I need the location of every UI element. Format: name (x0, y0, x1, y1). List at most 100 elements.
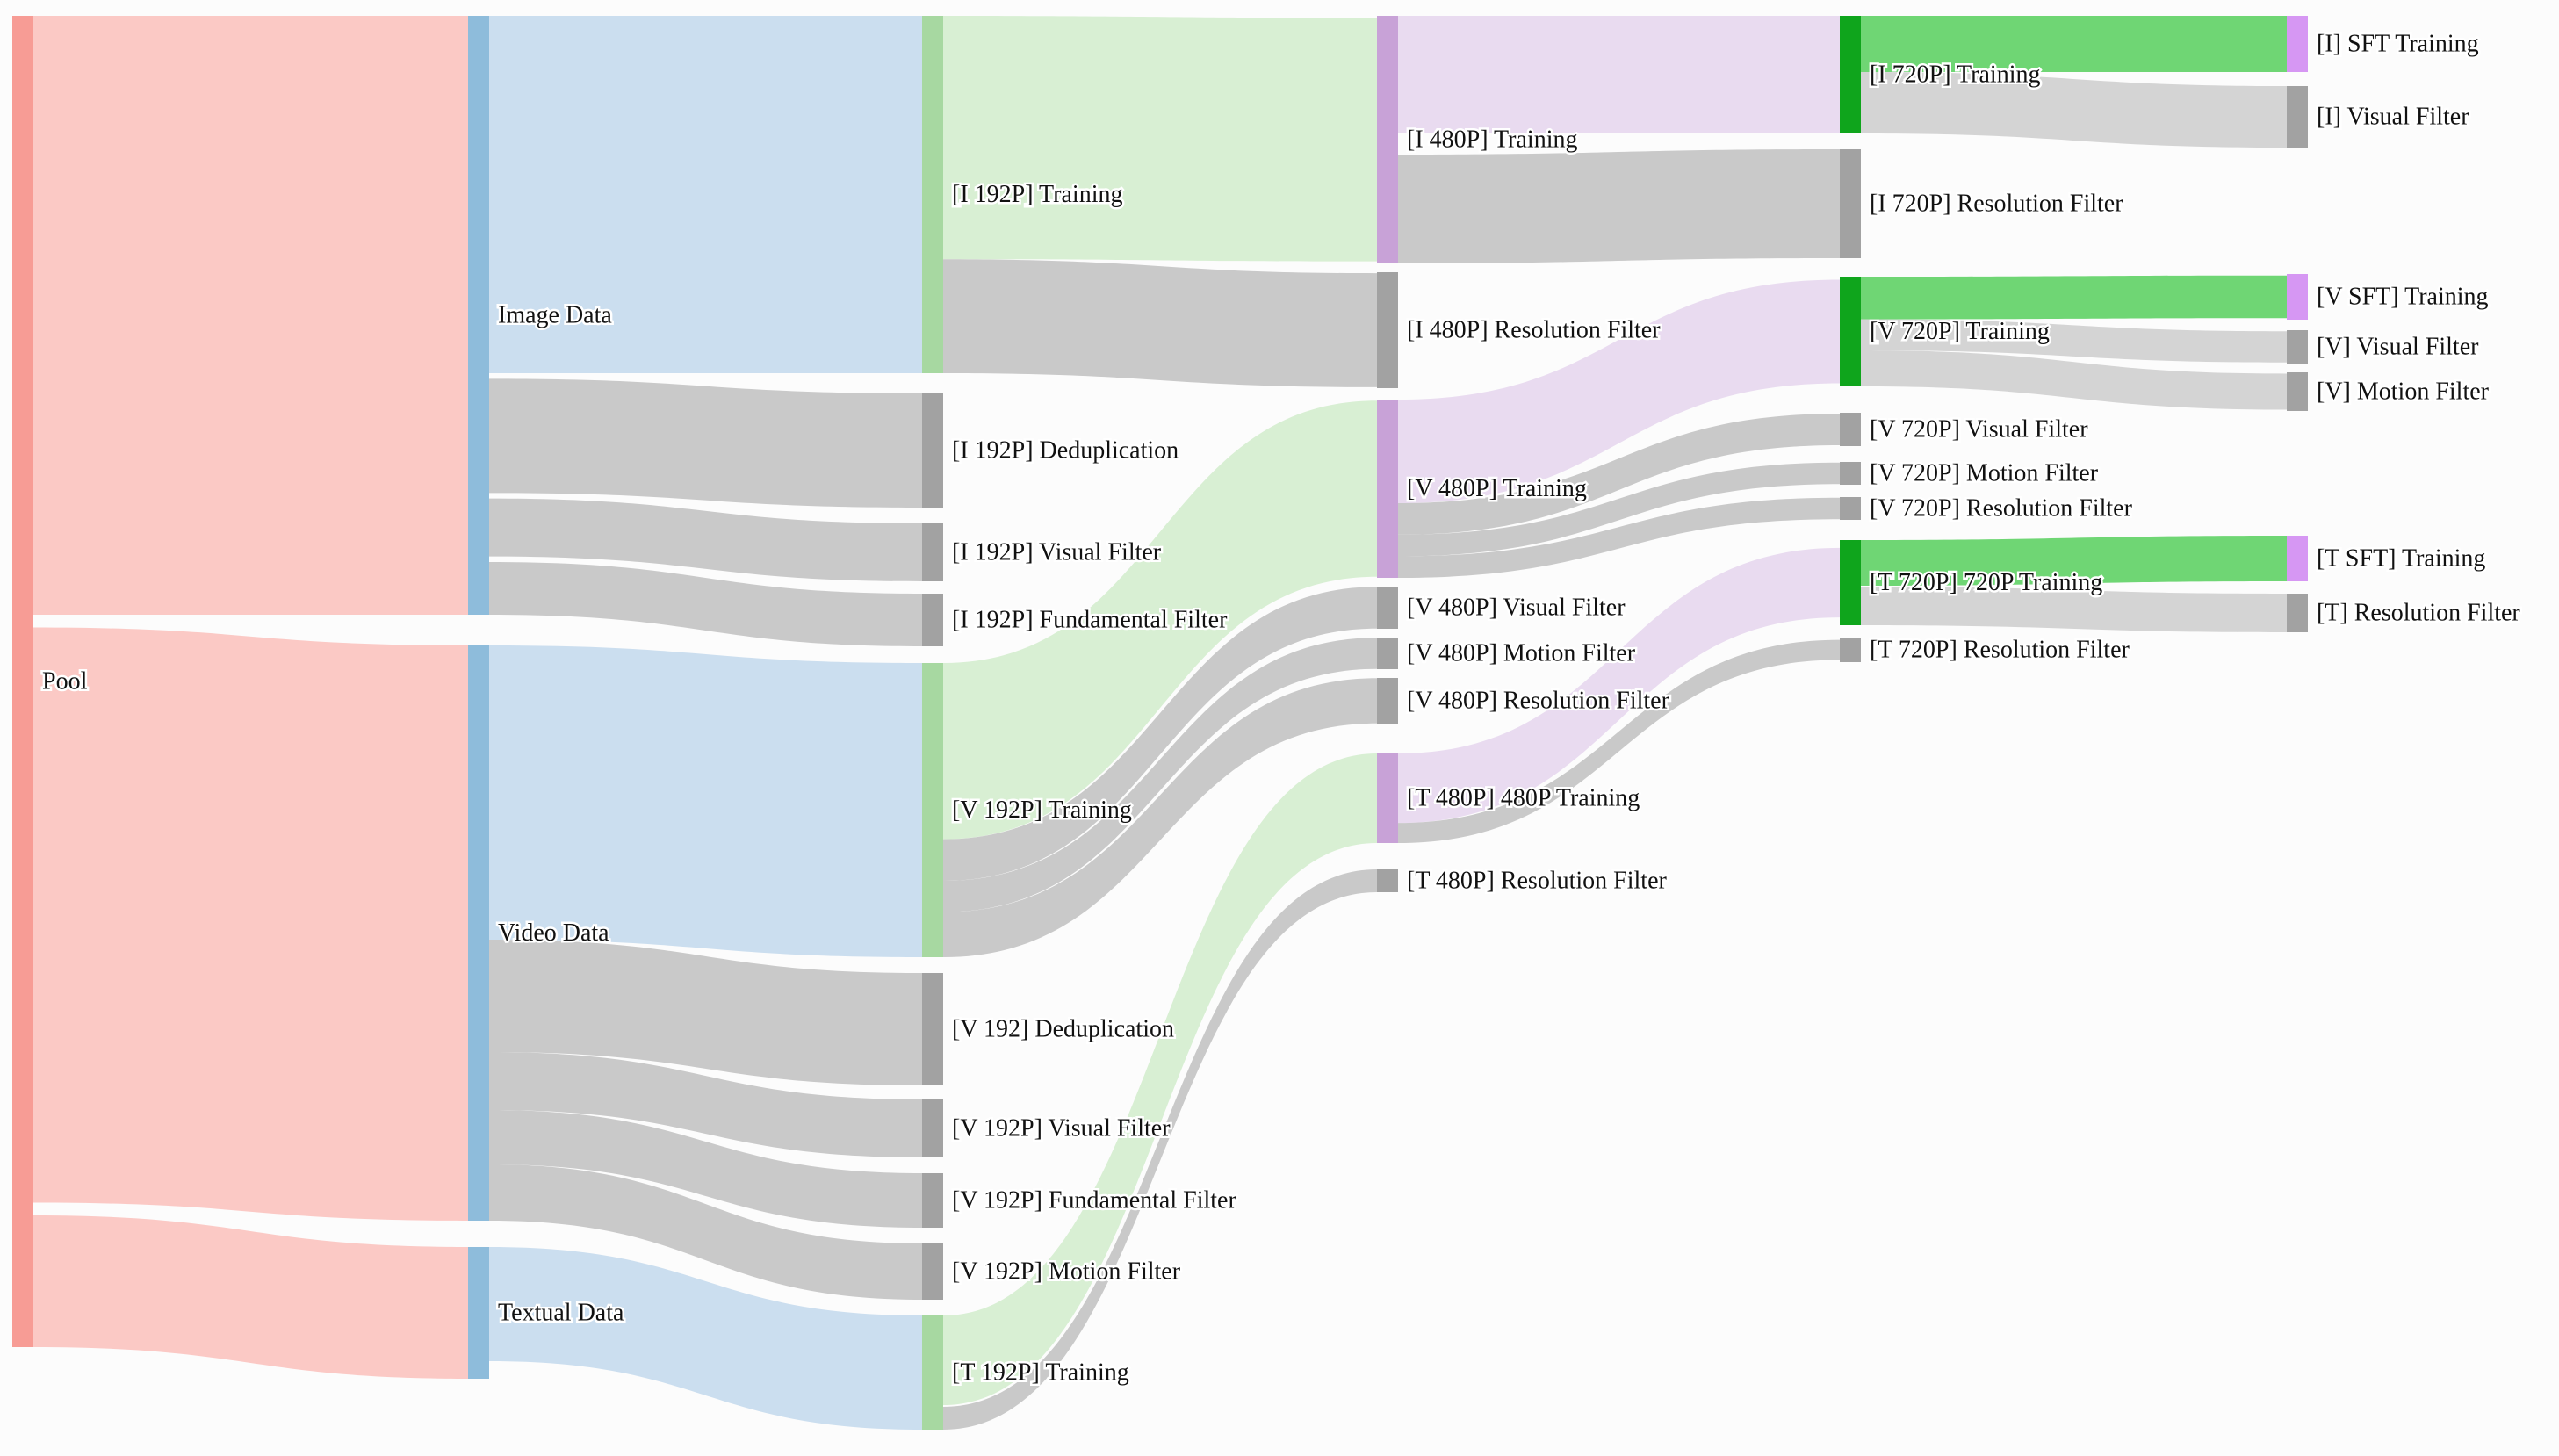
sankey-node-I480T[interactable] (1377, 16, 1398, 263)
sankey-flow-I480T-I720R[interactable] (1398, 149, 1840, 263)
sankey-flow-T720T-TSFT[interactable] (1861, 536, 2287, 586)
sankey-node-V720M[interactable] (1840, 462, 1861, 485)
sankey-flow-T192T-T480R[interactable] (943, 869, 1377, 1430)
sankey-node-label-I720R: [I 720P] Resolution Filter (1870, 191, 2123, 218)
sankey-node-ISFT[interactable] (2287, 16, 2308, 72)
sankey-flow-TXT-T192T[interactable] (489, 1247, 922, 1430)
sankey-flow-V480T-V720R[interactable] (1398, 497, 1840, 578)
sankey-flow-V720T-VMF[interactable] (1861, 350, 2287, 410)
sankey-node-I720T[interactable] (1840, 16, 1861, 133)
sankey-node-label-I192T: [I 192P] Training (952, 181, 1122, 208)
sankey-flow-T720T-TRF[interactable] (1861, 587, 2287, 632)
sankey-flow-IMG-I192F[interactable] (489, 562, 922, 646)
sankey-flow-POOL-VID[interactable] (33, 627, 468, 1222)
sankey-node-IVF[interactable] (2287, 86, 2308, 148)
sankey-flow-T480T-T720T[interactable] (1398, 547, 1840, 824)
sankey-node-T480T[interactable] (1377, 753, 1398, 843)
sankey-node-IMG[interactable] (468, 16, 489, 615)
sankey-node-label-V480V: [V 480P] Visual Filter (1407, 595, 1626, 622)
sankey-node-label-TXT: Textual Data (498, 1300, 624, 1327)
sankey-node-V720V[interactable] (1840, 413, 1861, 446)
sankey-node-label-I480R: [I 480P] Resolution Filter (1407, 317, 1661, 344)
sankey-node-V480V[interactable] (1377, 587, 1398, 629)
sankey-node-I192V[interactable] (922, 523, 943, 581)
sankey-flow-VID-V192V[interactable] (489, 1052, 922, 1157)
sankey-node-TSFT[interactable] (2287, 536, 2308, 581)
sankey-node-V720T[interactable] (1840, 277, 1861, 386)
sankey-node-label-V480M: [V 480P] Motion Filter (1407, 640, 1636, 667)
sankey-node-label-T720T: [T 720P] 720P Training (1870, 569, 2102, 596)
sankey-node-VVF[interactable] (2287, 330, 2308, 364)
sankey-node-VID[interactable] (468, 645, 489, 1221)
sankey-node-label-V192M: [V 192P] Motion Filter (952, 1258, 1181, 1286)
sankey-flow-I720T-IVF[interactable] (1861, 72, 2287, 148)
sankey-node-label-VVF: [V] Visual Filter (2317, 334, 2479, 361)
sankey-node-label-V480R: [V 480P] Resolution Filter (1407, 688, 1670, 715)
sankey-node-POOL[interactable] (12, 16, 33, 1347)
sankey-node-V192T[interactable] (922, 663, 943, 957)
sankey-flow-V720T-VSFT[interactable] (1861, 275, 2287, 320)
sankey-flow-VID-V192T[interactable] (489, 645, 922, 957)
sankey-flow-V192T-V480T[interactable] (943, 400, 1377, 840)
sankey-flow-V192T-V480R[interactable] (943, 678, 1377, 957)
sankey-flow-IMG-I192T[interactable] (489, 16, 922, 373)
sankey-node-VMF[interactable] (2287, 372, 2308, 411)
sankey-node-label-VMF: [V] Motion Filter (2317, 378, 2490, 406)
sankey-node-V192V[interactable] (922, 1099, 943, 1157)
sankey-node-TRF[interactable] (2287, 594, 2308, 632)
sankey-flow-POOL-IMG[interactable] (33, 16, 468, 615)
sankey-node-V480T[interactable] (1377, 400, 1398, 578)
sankey-links-layer (33, 16, 2287, 1430)
sankey-flow-V192T-V480V[interactable] (943, 587, 1377, 882)
sankey-node-VSFT[interactable] (2287, 274, 2308, 320)
sankey-node-T480R[interactable] (1377, 869, 1398, 892)
sankey-node-I480R[interactable] (1377, 272, 1398, 388)
sankey-node-I192D[interactable] (922, 393, 943, 508)
sankey-node-label-I720T: [I 720P] Training (1870, 61, 2040, 89)
sankey-flow-V480T-V720V[interactable] (1398, 414, 1840, 535)
sankey-node-V192M[interactable] (922, 1243, 943, 1300)
sankey-node-I192T[interactable] (922, 16, 943, 373)
sankey-nodes-layer (12, 16, 2308, 1430)
sankey-node-label-T480R: [T 480P] Resolution Filter (1407, 868, 1667, 895)
sankey-node-T720T[interactable] (1840, 540, 1861, 625)
sankey-node-label-IVF: [I] Visual Filter (2317, 104, 2469, 131)
sankey-node-label-V192V: [V 192P] Visual Filter (952, 1115, 1171, 1142)
sankey-node-V720R[interactable] (1840, 497, 1861, 520)
sankey-flow-I192T-I480R[interactable] (943, 259, 1377, 387)
sankey-flow-VID-V192D[interactable] (489, 940, 922, 1085)
sankey-flow-V480T-V720M[interactable] (1398, 462, 1840, 557)
sankey-flow-V720T-VVF[interactable] (1861, 319, 2287, 363)
sankey-node-label-VID: Video Data (498, 919, 609, 947)
sankey-node-V480R[interactable] (1377, 678, 1398, 724)
sankey-node-T192T[interactable] (922, 1315, 943, 1430)
sankey-flow-I720T-ISFT[interactable] (1861, 16, 2287, 72)
sankey-flow-V480T-V720T[interactable] (1398, 279, 1840, 504)
sankey-flow-IMG-I192D[interactable] (489, 378, 922, 508)
sankey-flow-I480T-I720T[interactable] (1398, 16, 1840, 133)
sankey-node-label-POOL: Pool (42, 668, 88, 696)
sankey-node-V480M[interactable] (1377, 638, 1398, 669)
sankey-flow-VID-V192M[interactable] (489, 1164, 922, 1300)
sankey-node-label-V720V: [V 720P] Visual Filter (1870, 416, 2088, 443)
sankey-node-label-I480T: [I 480P] Training (1407, 126, 1577, 154)
sankey-flow-POOL-TXT[interactable] (33, 1215, 468, 1379)
sankey-flow-IMG-I192V[interactable] (489, 498, 922, 581)
sankey-node-label-V720R: [V 720P] Resolution Filter (1870, 495, 2133, 523)
sankey-flow-T480T-T720R[interactable] (1398, 639, 1840, 843)
sankey-node-I720R[interactable] (1840, 149, 1861, 258)
sankey-flow-I192T-I480T[interactable] (943, 16, 1377, 262)
sankey-flow-VID-V192F[interactable] (489, 1110, 922, 1228)
sankey-node-label-V192D: [V 192] Deduplication (952, 1016, 1174, 1043)
sankey-node-T720R[interactable] (1840, 638, 1861, 662)
sankey-node-V192F[interactable] (922, 1173, 943, 1228)
sankey-node-label-T720R: [T 720P] Resolution Filter (1870, 637, 2130, 664)
sankey-flow-T192T-T480T[interactable] (943, 753, 1377, 1405)
sankey-node-TXT[interactable] (468, 1247, 489, 1379)
sankey-node-I192F[interactable] (922, 594, 943, 646)
sankey-node-label-V720M: [V 720P] Motion Filter (1870, 460, 2099, 487)
sankey-node-label-TRF: [T] Resolution Filter (2317, 600, 2520, 627)
sankey-flow-V192T-V480M[interactable] (943, 638, 1377, 912)
sankey-node-V192D[interactable] (922, 973, 943, 1085)
